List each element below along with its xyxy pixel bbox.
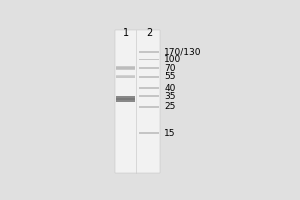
Bar bbox=[139, 59, 159, 60]
Bar bbox=[139, 87, 159, 89]
Text: 170/130: 170/130 bbox=[164, 48, 202, 57]
Bar bbox=[116, 98, 135, 100]
Bar bbox=[139, 106, 159, 108]
Bar bbox=[116, 75, 135, 78]
Bar bbox=[139, 67, 159, 69]
Text: 15: 15 bbox=[164, 129, 176, 138]
Bar bbox=[139, 76, 159, 78]
Text: 100: 100 bbox=[164, 55, 182, 64]
Bar bbox=[116, 96, 135, 102]
Bar bbox=[115, 30, 160, 173]
Bar bbox=[139, 132, 159, 134]
Bar bbox=[139, 51, 159, 53]
Text: 25: 25 bbox=[164, 102, 176, 111]
Text: 55: 55 bbox=[164, 72, 176, 81]
Bar bbox=[116, 66, 135, 70]
Bar bbox=[116, 76, 135, 78]
Text: 35: 35 bbox=[164, 92, 176, 101]
Text: 70: 70 bbox=[164, 64, 176, 73]
Bar bbox=[139, 95, 159, 97]
Text: 2: 2 bbox=[146, 28, 152, 38]
Text: 1: 1 bbox=[123, 28, 129, 38]
Bar bbox=[116, 67, 135, 69]
Text: 40: 40 bbox=[164, 84, 176, 93]
